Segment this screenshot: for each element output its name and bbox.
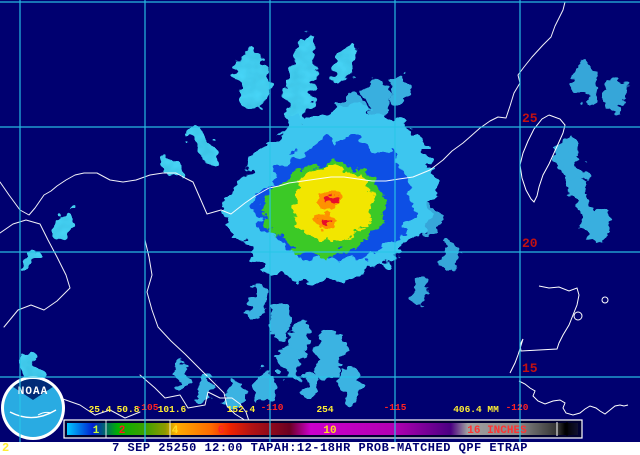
svg-text:152.4: 152.4 — [227, 404, 256, 415]
svg-text:25.4: 25.4 — [89, 404, 112, 415]
svg-text:254: 254 — [316, 404, 333, 415]
svg-text:4: 4 — [172, 425, 179, 437]
svg-text:-110: -110 — [261, 402, 284, 413]
svg-text:NOAA: NOAA — [18, 386, 48, 398]
svg-text:10: 10 — [323, 425, 336, 437]
svg-text:-120: -120 — [506, 402, 529, 413]
svg-text:101.6: 101.6 — [158, 404, 187, 415]
svg-text:15: 15 — [522, 361, 538, 376]
svg-text:2: 2 — [119, 425, 126, 437]
svg-text:-105: -105 — [136, 402, 159, 413]
svg-text:406.4 MM: 406.4 MM — [453, 404, 499, 415]
svg-text:16 INCHES: 16 INCHES — [467, 425, 527, 437]
svg-text:1: 1 — [93, 425, 100, 437]
svg-text:6: 6 — [218, 425, 225, 437]
svg-text:25: 25 — [522, 111, 538, 126]
svg-text:20: 20 — [522, 236, 538, 251]
